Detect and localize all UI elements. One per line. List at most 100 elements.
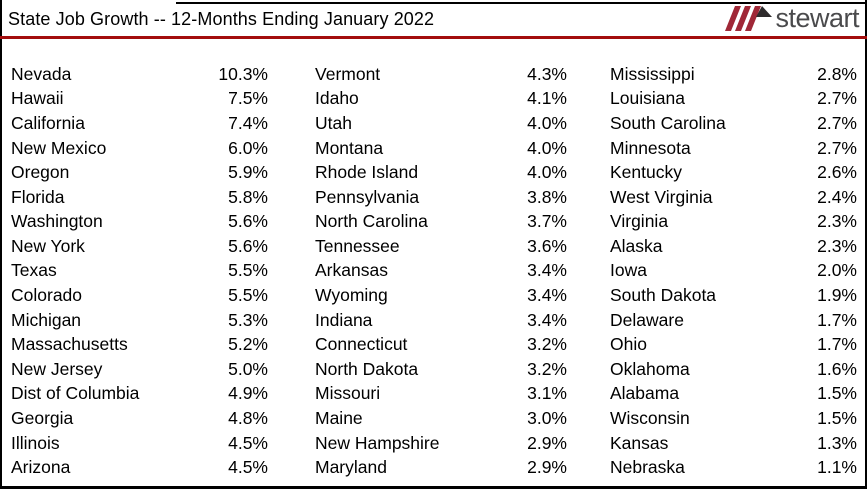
table-row: North Dakota 3.2% (315, 357, 567, 382)
state-name: Wyoming (315, 285, 388, 306)
state-value: 4.5% (228, 457, 268, 478)
state-value: 6.0% (228, 137, 268, 158)
state-value: 2.4% (817, 186, 857, 207)
state-name: Nebraska (610, 457, 685, 478)
state-value: 5.2% (228, 334, 268, 355)
state-name: South Dakota (610, 285, 717, 306)
state-value: 3.2% (527, 334, 567, 355)
state-name: Louisiana (610, 88, 685, 109)
table-row: Alabama 1.5% (610, 382, 857, 407)
state-value: 2.0% (817, 260, 857, 281)
state-value: 4.1% (527, 88, 567, 109)
state-name: Colorado (11, 285, 83, 306)
state-name: Kansas (610, 432, 669, 453)
state-name: Texas (11, 260, 57, 281)
table-row: Texas 5.5% (11, 259, 268, 284)
state-value: 2.7% (817, 112, 857, 133)
state-value: 7.5% (228, 88, 268, 109)
state-value: 2.3% (817, 211, 857, 232)
state-column-2: Vermont 4.3% Idaho 4.1% Utah 4.0% Montana 4.0% R… (315, 62, 567, 480)
state-name: North Dakota (315, 358, 419, 379)
table-row: Maryland 2.9% (315, 455, 567, 480)
state-value: 4.8% (228, 408, 268, 429)
state-name: New Jersey (11, 358, 103, 379)
state-name: Alaska (610, 235, 663, 256)
state-value: 3.6% (527, 235, 567, 256)
state-value: 1.3% (817, 432, 857, 453)
state-value: 3.7% (527, 211, 567, 232)
state-name: Utah (315, 112, 352, 133)
table-row: Delaware 1.7% (610, 308, 857, 333)
state-name: Washington (11, 211, 103, 232)
table-row: Washington 5.6% (11, 210, 268, 235)
table-row: Arizona 4.5% (11, 455, 268, 480)
state-value: 2.6% (817, 162, 857, 183)
table-row: Colorado 5.5% (11, 283, 268, 308)
state-name: Kentucky (610, 162, 682, 183)
table-row: Wyoming 3.4% (315, 283, 567, 308)
state-name: Connecticut (315, 334, 408, 355)
table-row: Iowa 2.0% (610, 259, 857, 284)
table-row: Illinois 4.5% (11, 431, 268, 456)
state-name: Pennsylvania (315, 186, 420, 207)
state-value: 5.5% (228, 285, 268, 306)
state-name: Indiana (315, 309, 373, 330)
state-value: 2.8% (817, 63, 857, 84)
state-value: 2.7% (817, 88, 857, 109)
state-column-3: Mississippi 2.8% Louisiana 2.7% South Caroli… (610, 62, 857, 480)
state-name: New York (11, 235, 85, 256)
table-row: Massachusetts 5.2% (11, 332, 268, 357)
table-row: Indiana 3.4% (315, 308, 567, 333)
state-name: Nevada (11, 63, 72, 84)
table-row: Montana 4.0% (315, 136, 567, 161)
state-name: Arizona (11, 457, 71, 478)
table-row: West Virginia 2.4% (610, 185, 857, 210)
table-row: New York 5.6% (11, 234, 268, 259)
state-name: Iowa (610, 260, 647, 281)
state-value: 2.3% (817, 235, 857, 256)
table-row: Oregon 5.9% (11, 160, 268, 185)
stewart-logo: stewart (725, 5, 859, 32)
table-row: Virginia 2.3% (610, 210, 857, 235)
state-value: 5.9% (228, 162, 268, 183)
state-name: Delaware (610, 309, 684, 330)
state-name: Ohio (610, 334, 647, 355)
state-column-1: Nevada 10.3% Hawaii 7.5% California 7.4% New M… (11, 62, 268, 480)
table-row: Missouri 3.1% (315, 382, 567, 407)
table-row: New Hampshire 2.9% (315, 431, 567, 456)
table-row: Kansas 1.3% (610, 431, 857, 456)
state-value: 2.7% (817, 137, 857, 158)
state-name: Georgia (11, 408, 74, 429)
table-row: Nebraska 1.1% (610, 455, 857, 480)
state-value: 4.9% (228, 383, 268, 404)
table-row: North Carolina 3.7% (315, 210, 567, 235)
state-name: Missouri (315, 383, 381, 404)
state-name: West Virginia (610, 186, 713, 207)
state-name: North Carolina (315, 211, 428, 232)
state-value: 1.7% (817, 334, 857, 355)
state-value: 3.4% (527, 260, 567, 281)
table-row: Michigan 5.3% (11, 308, 268, 333)
table-row: Florida 5.8% (11, 185, 268, 210)
state-name: New Hampshire (315, 432, 440, 453)
state-name: Idaho (315, 88, 359, 109)
table-row: Mississippi 2.8% (610, 62, 857, 87)
state-name: Alabama (610, 383, 680, 404)
state-value: 3.0% (527, 408, 567, 429)
state-value: 1.1% (817, 457, 857, 478)
state-name: Arkansas (315, 260, 388, 281)
state-value: 1.7% (817, 309, 857, 330)
state-value: 4.3% (527, 63, 567, 84)
state-name: South Carolina (610, 112, 726, 133)
state-name: Hawaii (11, 88, 64, 109)
table-row: Louisiana 2.7% (610, 87, 857, 112)
table-row: Alaska 2.3% (610, 234, 857, 259)
state-name: Maine (315, 408, 363, 429)
state-value: 3.2% (527, 358, 567, 379)
state-name: Minnesota (610, 137, 691, 158)
table-row: Pennsylvania 3.8% (315, 185, 567, 210)
state-name: Illinois (11, 432, 60, 453)
state-value: 3.8% (527, 186, 567, 207)
state-value: 5.0% (228, 358, 268, 379)
state-value: 4.0% (527, 112, 567, 133)
